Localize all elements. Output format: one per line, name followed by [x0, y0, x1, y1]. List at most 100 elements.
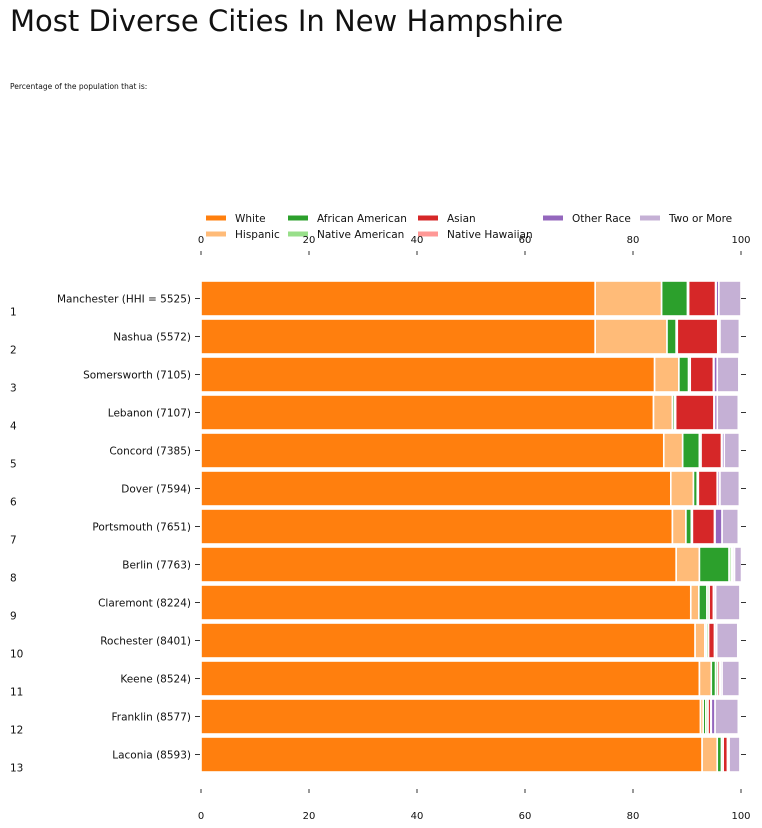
- top-axis-tick-label: 0: [198, 235, 204, 246]
- bar-segment-asian: [700, 432, 723, 469]
- category-label: Dover (7594): [121, 484, 191, 496]
- top-axis-tick-label: 100: [731, 235, 750, 246]
- bar-segment-two-or-more: [719, 470, 741, 507]
- bar-segment-other-race: [714, 508, 723, 545]
- bar-segment-hispanic: [671, 508, 687, 545]
- rank-label: 3: [10, 383, 17, 395]
- legend-swatch: [640, 215, 660, 221]
- bar-segment-white: [200, 546, 678, 583]
- legend-item-african-american: African American: [288, 213, 407, 225]
- top-axis-tick-label: 60: [519, 235, 532, 246]
- legend-item-white: White: [206, 213, 266, 225]
- bar-segment-white: [200, 736, 703, 773]
- bar-row-berlin-7763: [200, 546, 746, 583]
- bar-segment-two-or-more: [714, 584, 741, 621]
- top-axis-tick-label: 20: [303, 235, 316, 246]
- rank-label: 12: [10, 725, 23, 737]
- bar-segment-two-or-more: [716, 356, 740, 393]
- bar-segment-two-or-more: [718, 280, 742, 317]
- legend-swatch: [206, 215, 226, 221]
- bar-segment-hispanic: [698, 660, 713, 697]
- category-label: Claremont (8224): [98, 598, 191, 610]
- bottom-axis-tick-label: 20: [303, 811, 316, 822]
- category-labels: Manchester (HHI = 5525) 1 Nashua (5572) 2 So…: [10, 294, 200, 775]
- bottom-axis-tick-label: 60: [519, 811, 532, 822]
- bottom-axis-tick-label: 40: [411, 811, 424, 822]
- bar-segment-asian: [674, 394, 715, 431]
- category-label: Franklin (8577): [111, 712, 191, 724]
- bar-segment-white: [200, 622, 696, 659]
- chart-title: Most Diverse Cities In New Hampshire: [10, 4, 564, 38]
- legend-label: Native American: [317, 229, 404, 241]
- bottom-axis-tick-label: 0: [198, 811, 204, 822]
- legend-label: Hispanic: [235, 229, 280, 241]
- rank-label: 2: [10, 345, 17, 357]
- bar-segment-african-american: [698, 546, 730, 583]
- bar-segment-two-or-more: [719, 318, 741, 355]
- rank-label: 1: [10, 307, 17, 319]
- category-label: Berlin (7763): [122, 560, 191, 572]
- bar-segment-two-or-more: [715, 622, 739, 659]
- top-axis-tick-label: 40: [411, 235, 424, 246]
- bar-row-claremont-8224: [200, 584, 746, 621]
- category-label: Manchester (HHI = 5525): [57, 294, 191, 306]
- bar-segment-two-or-more: [721, 660, 741, 697]
- bar-segment-asian: [697, 470, 719, 507]
- category-label: Nashua (5572): [113, 332, 191, 344]
- bar-segment-african-american: [660, 280, 689, 317]
- top-axis-tick-label: 80: [627, 235, 640, 246]
- bar-segment-hispanic: [652, 394, 674, 431]
- bar-segment-hispanic: [694, 622, 706, 659]
- bar-segment-african-american: [666, 318, 678, 355]
- legend-swatch: [418, 231, 438, 237]
- bar-row-nashua-5572: [200, 318, 746, 355]
- legend-label: Two or More: [668, 213, 732, 225]
- bar-segment-hispanic: [594, 280, 663, 317]
- bar-segment-african-american: [698, 584, 708, 621]
- bar-segment-hispanic: [675, 546, 701, 583]
- rank-label: 6: [10, 497, 17, 509]
- bar-segment-hispanic: [689, 584, 700, 621]
- rank-label: 13: [10, 763, 23, 775]
- bar-segment-white: [200, 280, 597, 317]
- legend-item-native-hawaiian: Native Hawaiian: [418, 229, 533, 241]
- bar-segment-white: [200, 698, 702, 735]
- category-label: Keene (8524): [120, 674, 191, 686]
- bar-row-somersworth-7105: [200, 356, 746, 393]
- category-label: Portsmouth (7651): [92, 522, 191, 534]
- legend-item-asian: Asian: [418, 213, 476, 225]
- bar-row-keene-8524: [200, 660, 746, 697]
- rank-label: 4: [10, 421, 17, 433]
- bar-row-laconia-8593: [200, 736, 746, 773]
- axes: 0 0 20 20 40 40 60 60 80 80 100 100: [198, 235, 751, 822]
- bar-segment-white: [200, 470, 672, 507]
- legend-item-other-race: Other Race: [543, 213, 631, 225]
- legend-label: White: [235, 213, 266, 225]
- bar-segment-african-american: [678, 356, 690, 393]
- bar-segment-two-or-more: [728, 736, 741, 773]
- bar-segment-white: [200, 318, 597, 355]
- legend: White Hispanic African American Native Amer…: [206, 213, 732, 241]
- category-label: Somersworth (7105): [83, 370, 191, 382]
- category-label: Laconia (8593): [112, 750, 191, 762]
- category-label: Concord (7385): [109, 446, 191, 458]
- rank-label: 8: [10, 573, 17, 585]
- bar-segment-two-or-more: [723, 432, 741, 469]
- bar-segment-two-or-more: [733, 546, 743, 583]
- bar-segment-white: [200, 356, 656, 393]
- bar-segment-two-or-more: [721, 508, 740, 545]
- bar-segment-asian: [691, 508, 716, 545]
- bar-segment-white: [200, 660, 701, 697]
- bar-segment-hispanic: [669, 470, 695, 507]
- legend-label: Asian: [447, 213, 476, 225]
- legend-swatch: [543, 215, 563, 221]
- bar-segment-hispanic: [701, 736, 719, 773]
- rank-label: 10: [10, 649, 23, 661]
- legend-swatch: [288, 231, 308, 237]
- bar-row-dover-7594: [200, 470, 746, 507]
- bars: [200, 280, 746, 773]
- bottom-axis-tick-label: 100: [731, 811, 750, 822]
- legend-label: African American: [317, 213, 407, 225]
- bar-segment-asian: [676, 318, 719, 355]
